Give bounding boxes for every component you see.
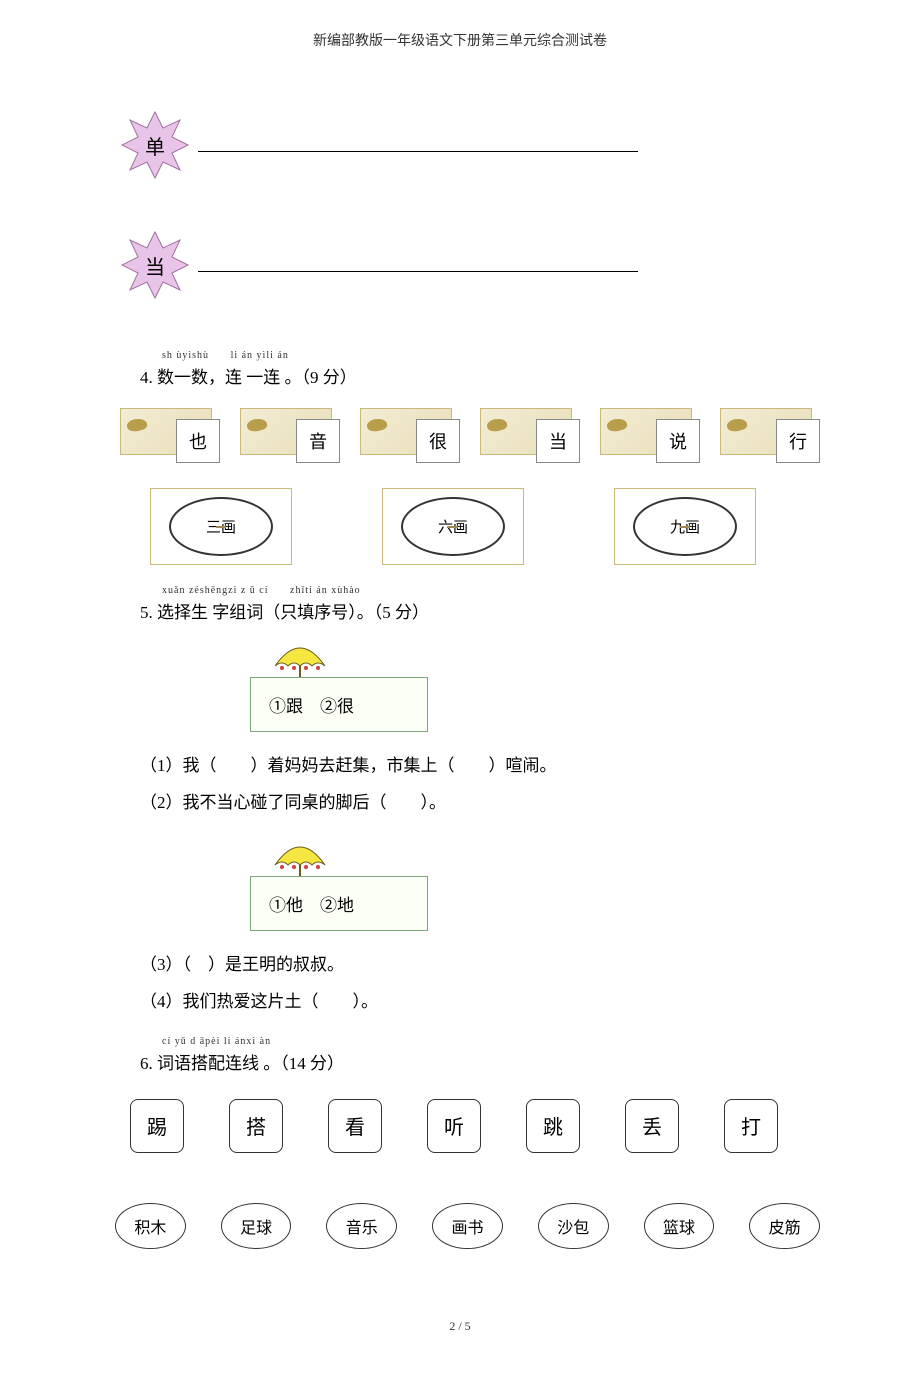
noun-oval: 足球 [221,1203,292,1249]
option-box: ①跟 ②很 [250,677,428,732]
verb-box: 踢 [130,1099,184,1153]
char-item: 当 [480,408,580,463]
writing-line[interactable] [198,151,638,152]
char-item: 说 [600,408,700,463]
verb-box: 听 [427,1099,481,1153]
noun-oval: 积木 [115,1203,186,1249]
noun-oval: 篮球 [644,1203,715,1249]
nest-item: 九画 [614,488,756,565]
pinyin-text: li án yìli án [231,350,289,361]
q5-sentences-b: （3）（ ）是王明的叔叔。 （4）我们热爱这片土（ ）。 [140,946,820,1021]
umbrella-icon [270,837,330,877]
worksheet-page: 新编部教版一年级语文下册第三单元综合测试卷 单 当 sh ùyìshù li á… [0,0,920,1374]
sentence: （1）我（ ）着妈妈去赶集，市集上（ ）喧闹。 [140,747,820,784]
star-shape: 单 [120,110,190,180]
pinyin-row: sh ùyìshù li án yìli án [162,350,820,361]
q4-nests: 三画 六画 九画 [150,488,820,565]
sentence: （4）我们热爱这片土（ ）。 [140,983,820,1020]
char-box: 行 [776,419,820,463]
q5-sentences-a: （1）我（ ）着妈妈去赶集，市集上（ ）喧闹。 （2）我不当心碰了同桌的脚后（ … [140,747,820,822]
char-item: 很 [360,408,460,463]
star-char: 当 [120,230,190,300]
umbrella-option-2: ①他 ②地 [250,837,450,931]
verb-box: 打 [724,1099,778,1153]
question-text: 4. 数一数，连 一连 。（9 分） [140,363,820,388]
q6-verbs: 踢 搭 看 听 跳 丢 打 [130,1099,820,1153]
noun-oval: 音乐 [326,1203,397,1249]
char-box: 说 [656,419,700,463]
question-text: 6. 词语搭配连线 。（14 分） [140,1049,820,1074]
char-item: 音 [240,408,340,463]
umbrella-icon [270,638,330,678]
star-row-2: 当 [120,230,820,300]
page-header: 新编部教版一年级语文下册第三单元综合测试卷 [100,30,820,50]
char-box: 也 [176,419,220,463]
verb-box: 跳 [526,1099,580,1153]
page-footer: 2 / 5 [100,1319,820,1334]
pinyin-text: zhǐti án xùhào [290,585,361,596]
question-5: xuǎn zéshēngzì z ǔ cí zhǐti án xùhào 5. … [140,585,820,623]
q6-nouns: 积木 足球 音乐 画书 沙包 篮球 皮筋 [115,1203,820,1249]
pinyin-text: cí yǔ d āpèi li ánxì àn [162,1036,271,1047]
char-box: 音 [296,419,340,463]
question-4: sh ùyìshù li án yìli án 4. 数一数，连 一连 。（9 … [140,350,820,388]
nest-label: 六画 [401,497,505,556]
q4-chars: 也 音 很 当 说 行 [120,408,820,463]
char-box: 很 [416,419,460,463]
writing-line[interactable] [198,271,638,272]
umbrella-option-1: ①跟 ②很 [250,638,450,732]
pinyin-text: sh ùyìshù [162,350,209,361]
verb-box: 丢 [625,1099,679,1153]
pinyin-row: cí yǔ d āpèi li ánxì àn [162,1036,820,1047]
sentence: （3）（ ）是王明的叔叔。 [140,946,820,983]
star-char: 单 [120,110,190,180]
noun-oval: 沙包 [538,1203,609,1249]
sentence: （2）我不当心碰了同桌的脚后（ ）。 [140,784,820,821]
verb-box: 看 [328,1099,382,1153]
nest-label: 三画 [169,497,273,556]
char-box: 当 [536,419,580,463]
nest-item: 六画 [382,488,524,565]
noun-oval: 画书 [432,1203,503,1249]
star-shape: 当 [120,230,190,300]
pinyin-text: xuǎn zéshēngzì z ǔ cí [162,585,269,596]
char-item: 行 [720,408,820,463]
nest-item: 三画 [150,488,292,565]
char-item: 也 [120,408,220,463]
nest-label: 九画 [633,497,737,556]
noun-oval: 皮筋 [749,1203,820,1249]
star-row-1: 单 [120,110,820,180]
question-text: 5. 选择生 字组词（只填序号）。（5 分） [140,598,820,623]
question-6: cí yǔ d āpèi li ánxì àn 6. 词语搭配连线 。（14 分… [140,1036,820,1074]
verb-box: 搭 [229,1099,283,1153]
option-box: ①他 ②地 [250,876,428,931]
pinyin-row: xuǎn zéshēngzì z ǔ cí zhǐti án xùhào [162,585,820,596]
